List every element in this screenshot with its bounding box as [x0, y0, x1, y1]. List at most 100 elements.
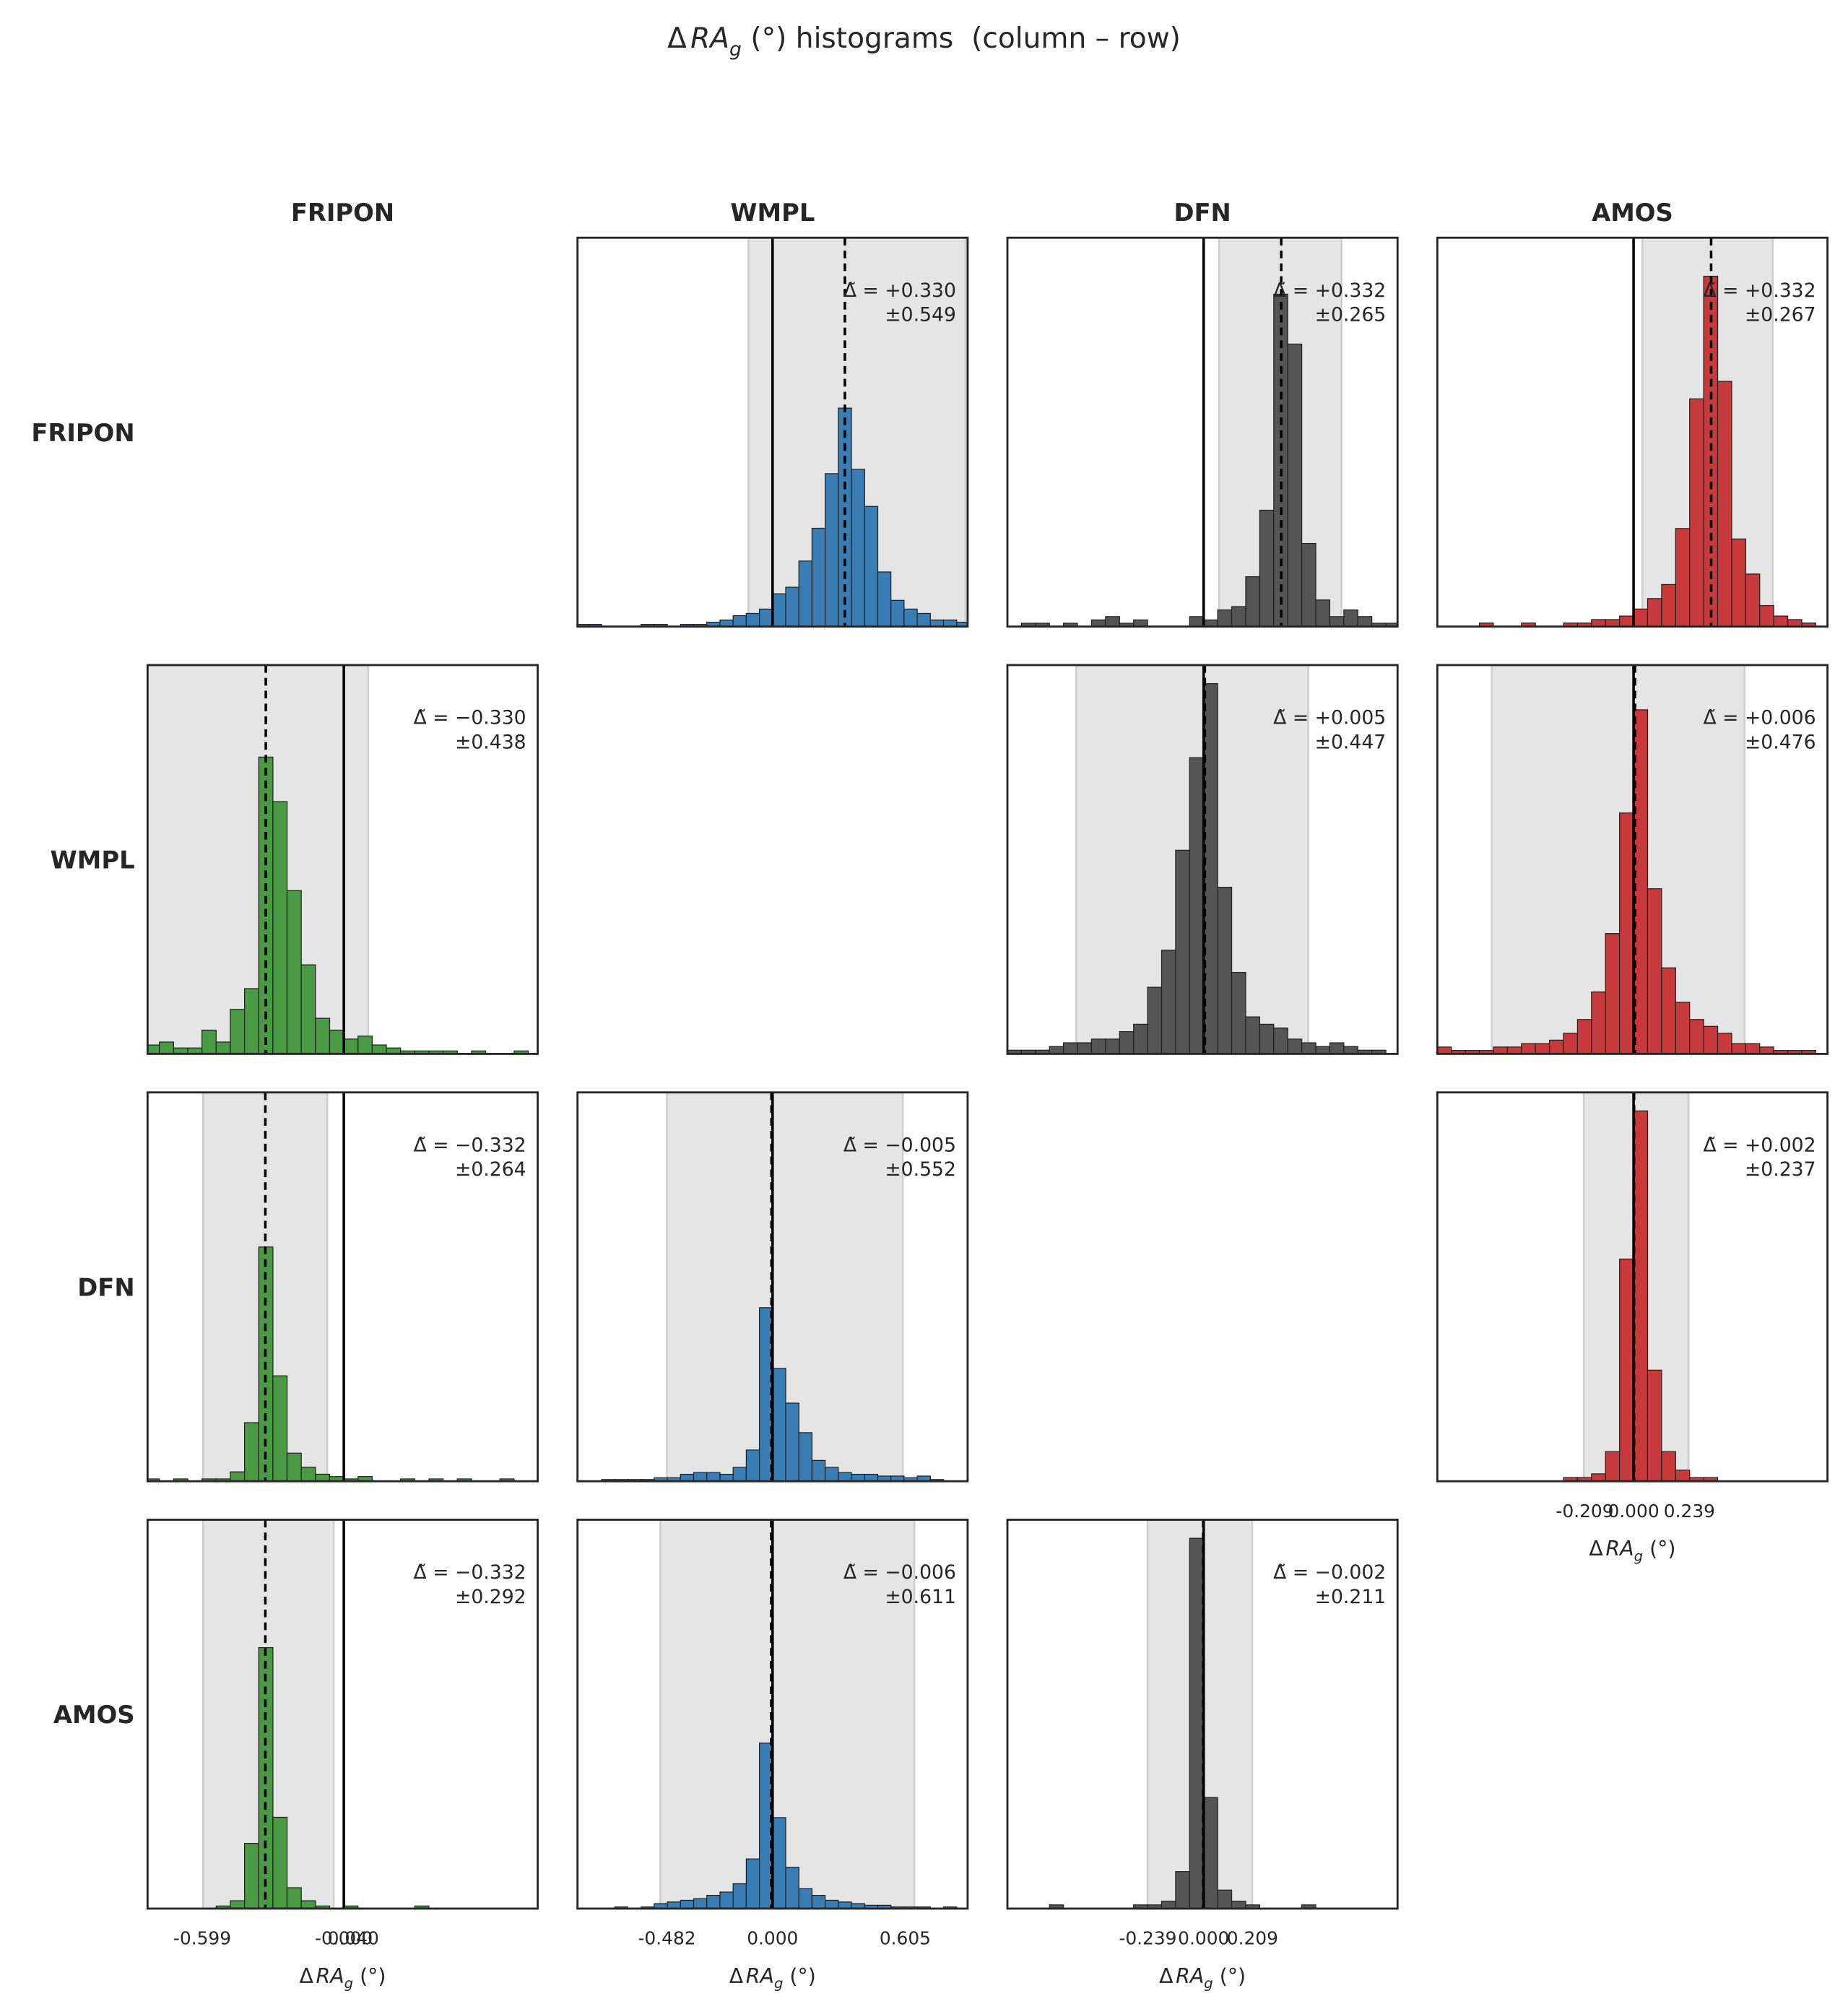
x-tick-label: -0.209 [1556, 1501, 1613, 1522]
histogram-bar [1633, 608, 1649, 627]
histogram-bar [1217, 609, 1233, 627]
histogram-bar [1619, 615, 1634, 627]
histogram-bar [956, 621, 968, 627]
annotation: Δ̃ = −0.332 [414, 1134, 526, 1156]
histogram-bar [1315, 599, 1331, 627]
histogram-bar [745, 612, 760, 627]
histogram-bar [838, 407, 852, 627]
histogram-bar [1521, 1043, 1536, 1054]
annotation: Δ̃ = +0.006 [1703, 707, 1816, 729]
row-header: FRIPON [31, 419, 134, 447]
annotation: ±0.447 [1315, 731, 1387, 753]
histogram-bar [785, 1867, 799, 1909]
histogram-bar [825, 1899, 839, 1909]
panel [1563, 1092, 1719, 1482]
xlabel-subscript: g [1204, 1975, 1213, 1992]
xlabel-symbol: Δ [1589, 1537, 1603, 1561]
histogram-bar [258, 756, 274, 1054]
histogram-bar [1689, 1019, 1704, 1054]
histogram-bar [1703, 1025, 1719, 1054]
xlabel-rest: (°) [1643, 1537, 1675, 1561]
xlabel-rest: (°) [353, 1964, 386, 1988]
annotation: Δ̃ = −0.005 [843, 1134, 956, 1156]
histogram-bar [1548, 1039, 1564, 1054]
histogram-bar [329, 1029, 344, 1054]
histogram-bar [1717, 381, 1732, 627]
histogram-bar [1689, 398, 1704, 627]
histogram-bar [1647, 888, 1662, 1054]
histogram-bar [680, 1473, 695, 1482]
histogram-bar [1203, 1797, 1218, 1909]
annotation: Δ̃ = +0.332 [1273, 279, 1386, 302]
xlabel-symbol: Δ [299, 1964, 313, 1988]
histogram-bar [1717, 1033, 1732, 1054]
histogram-bar [230, 1900, 246, 1909]
x-tick-label: -0.482 [638, 1928, 695, 1949]
annotation: Δ̃ = +0.002 [1703, 1134, 1816, 1156]
histogram-bar [1217, 887, 1233, 1054]
annotation: ±0.211 [1315, 1586, 1387, 1608]
histogram-bar [719, 1473, 734, 1482]
histogram-bar [201, 1029, 217, 1054]
panel-frame [1436, 664, 1829, 1055]
xlabel-variable: RA [1605, 1537, 1634, 1561]
title-symbol: Δ [667, 22, 687, 55]
histogram-bar [588, 624, 602, 627]
histogram-bar [1119, 1031, 1135, 1054]
histogram-bar [1591, 992, 1606, 1054]
panel-frame [576, 1519, 969, 1910]
histogram-bar [1259, 1023, 1275, 1054]
histogram-bar [798, 1888, 813, 1909]
panel [614, 1519, 958, 1909]
histogram-bar [1647, 1369, 1662, 1482]
xlabel-rest: (°) [783, 1964, 815, 1988]
panel-frame [1436, 1091, 1829, 1483]
row-header: WMPL [51, 846, 135, 875]
panel [577, 238, 968, 627]
histogram-bar [1231, 1901, 1246, 1909]
histogram-bar [798, 560, 813, 627]
histogram-bar [1090, 1038, 1106, 1054]
xlabel-rest: (°) [1213, 1964, 1246, 1988]
histogram-bar [1605, 619, 1621, 627]
panel [1049, 1519, 1316, 1909]
histogram-bar [825, 1467, 839, 1482]
histogram-bar [916, 612, 931, 627]
histogram-bar [1675, 1470, 1691, 1482]
histogram-bar [1343, 609, 1358, 627]
column-header: FRIPON [291, 199, 394, 227]
histogram-bar [719, 1891, 734, 1909]
x-tick-label: -0.599 [173, 1928, 231, 1949]
shade-band [659, 1519, 916, 1909]
annotation: Δ̃ = −0.332 [414, 1561, 526, 1584]
xlabel-subscript: g [774, 1975, 783, 1992]
histogram-bar [851, 1473, 865, 1482]
annotation: ±0.611 [885, 1586, 956, 1608]
histogram-bar [1133, 1023, 1148, 1054]
histogram-bar [1245, 1016, 1261, 1054]
histogram-bar [1745, 573, 1761, 627]
panel [147, 664, 529, 1054]
xlabel-variable: RA [316, 1964, 344, 1988]
histogram-bar [838, 1472, 852, 1482]
annotation: ±0.292 [455, 1586, 526, 1608]
histogram-bar [772, 1368, 786, 1482]
histogram-bar [1619, 1258, 1634, 1482]
histogram-bar [1301, 1042, 1316, 1054]
x-tick-label: 0.000 [1178, 1928, 1229, 1949]
histogram-bar [1259, 509, 1275, 627]
histogram-bar [1329, 616, 1345, 627]
column-header: DFN [1174, 199, 1231, 227]
histogram-bar [1661, 1451, 1676, 1482]
annotation: Δ̃ = −0.002 [1273, 1561, 1386, 1584]
histogram-bar [1759, 604, 1774, 627]
histogram-bar [1161, 1901, 1176, 1909]
histogram-bar [1675, 528, 1691, 627]
panel-frame [1006, 1519, 1399, 1910]
histogram-bar [785, 586, 799, 627]
xlabel-symbol: Δ [1159, 1964, 1174, 1988]
histogram-bar [1675, 1002, 1691, 1054]
histogram-bar [1633, 1110, 1649, 1482]
histogram-bar [272, 801, 288, 1054]
